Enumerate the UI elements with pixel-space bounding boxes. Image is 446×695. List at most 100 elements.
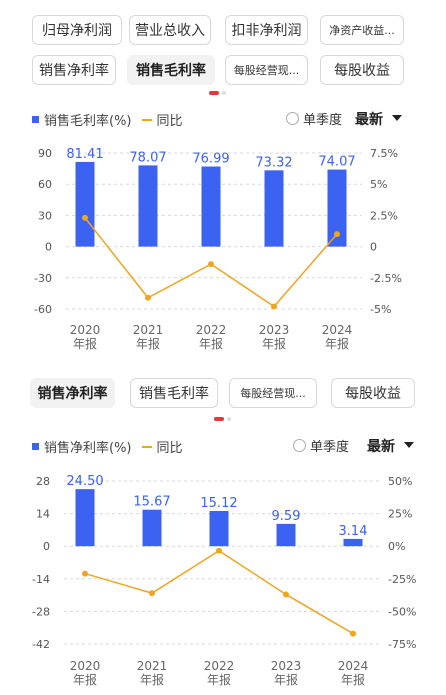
left-tick-label: -28	[32, 605, 50, 618]
yoy-line	[84, 549, 354, 635]
yoy-point	[216, 547, 222, 554]
single-quarter-label[interactable]: 单季度	[303, 113, 343, 128]
tab-deducted-net-profit[interactable]: 扣非净利润	[225, 15, 308, 45]
tab-eps[interactable]: 每股收益	[320, 55, 404, 85]
x-tick-label-sub: 年报	[341, 672, 365, 687]
x-tick-label-sub: 年报	[274, 672, 298, 687]
latest-dropdown-2[interactable]: 最新	[367, 439, 395, 455]
bar	[209, 510, 229, 547]
x-tick-label: 2022	[196, 323, 227, 337]
right-tick-label: 5%	[370, 178, 387, 191]
left-tick-label: 0	[45, 241, 52, 254]
legend-line-swatch	[141, 445, 152, 448]
tab-net-profit-parent[interactable]: 归母净利润	[32, 15, 122, 45]
yoy-point	[145, 294, 151, 301]
bar-data-label: 15.67	[133, 495, 170, 510]
bar	[327, 169, 347, 247]
legend-bar-label: 销售毛利率(%)	[44, 114, 132, 129]
single-quarter-radio-2[interactable]	[293, 439, 306, 452]
right-tick-label: 0	[370, 241, 377, 254]
tab-operating-cashflow-per-share-2[interactable]: 每股经营现...	[229, 378, 317, 408]
yoy-point	[82, 214, 88, 221]
latest-dropdown[interactable]: 最新	[355, 112, 383, 128]
right-tick-label: 50%	[388, 475, 412, 488]
page-indicator-2	[214, 417, 231, 421]
x-tick-label-sub: 年报	[207, 672, 231, 687]
legend-bar-label: 销售净利率(%)	[44, 441, 132, 456]
yoy-point	[271, 303, 277, 310]
x-tick-label: 2021	[137, 659, 168, 673]
single-quarter-radio[interactable]	[286, 112, 299, 125]
chart1-legend: 销售毛利率(%) 同比	[32, 110, 183, 129]
page-dot	[222, 91, 226, 95]
tab-operating-cashflow-per-share[interactable]: 每股经营现...	[225, 55, 308, 85]
bar-data-label: 3.14	[339, 524, 368, 539]
tab-net-margin[interactable]: 销售净利率	[32, 55, 116, 85]
x-tick-label-sub: 年报	[325, 336, 349, 351]
left-tick-label: 0	[43, 540, 50, 553]
left-tick-label: 90	[38, 147, 52, 160]
legend-line-label: 同比	[156, 114, 183, 129]
legend-line-swatch	[141, 118, 152, 121]
chart-net-margin: 28 50% 14 25% 0 0% -14 -25% -28 -50% -42 -75% 24.50 2…	[32, 474, 416, 687]
x-tick-label: 2021	[133, 323, 164, 337]
yoy-point	[208, 261, 214, 268]
tab-gross-margin[interactable]: 销售毛利率	[127, 55, 215, 85]
x-tick-label: 2024	[322, 323, 353, 337]
right-tick-label: 7.5%	[370, 147, 398, 160]
chevron-down-icon[interactable]	[392, 115, 402, 121]
left-tick-label: -30	[34, 272, 52, 285]
bar-data-label: 81.41	[66, 147, 103, 162]
right-tick-label: -50%	[388, 605, 416, 618]
left-tick-label: 14	[36, 508, 50, 521]
yoy-point	[350, 630, 356, 637]
x-tick-label: 2020	[70, 659, 101, 673]
tab-total-revenue[interactable]: 营业总收入	[129, 15, 211, 45]
legend-bar-swatch	[32, 116, 39, 123]
x-tick-label: 2020	[70, 323, 101, 337]
right-tick-label: 0%	[388, 540, 405, 553]
tab-gross-margin-2[interactable]: 销售毛利率	[130, 378, 218, 408]
chart-gross-margin: 90 7.5% 60 5% 30 2.5% 0 0 -30 -2.5% -60 -5% 81.41 202…	[34, 147, 402, 351]
legend-bar-swatch	[32, 443, 39, 450]
x-tick-label: 2022	[204, 659, 235, 673]
left-tick-label: 28	[36, 475, 50, 488]
yoy-point	[82, 570, 88, 577]
yoy-point	[283, 591, 289, 598]
x-tick-label: 2023	[259, 323, 290, 337]
yoy-point	[149, 590, 155, 597]
bar-data-label: 15.12	[200, 496, 237, 511]
x-tick-label-sub: 年报	[262, 336, 286, 351]
page-dot-active	[209, 91, 219, 95]
tab-eps-2[interactable]: 每股收益	[331, 378, 415, 408]
right-tick-label: -25%	[388, 573, 416, 586]
x-tick-label-sub: 年报	[136, 336, 160, 351]
bar-data-label: 9.59	[272, 509, 301, 524]
x-tick-label: 2024	[338, 659, 369, 673]
bar	[75, 161, 95, 247]
bar	[201, 166, 221, 247]
x-tick-label-sub: 年报	[73, 336, 97, 351]
x-tick-label-sub: 年报	[140, 672, 164, 687]
bar-data-label: 76.99	[192, 152, 229, 167]
bar	[75, 489, 95, 547]
left-tick-label: 60	[38, 178, 52, 191]
left-tick-label: -42	[32, 638, 50, 651]
single-quarter-label-2[interactable]: 单季度	[310, 440, 350, 455]
bar	[138, 165, 158, 247]
right-tick-label: -5%	[370, 303, 391, 316]
bar	[343, 538, 363, 547]
chevron-down-icon[interactable]	[404, 442, 414, 448]
bar	[142, 509, 162, 547]
yoy-point	[334, 231, 340, 238]
right-tick-label: 2.5%	[370, 209, 398, 222]
chart2-legend: 销售净利率(%) 同比	[32, 437, 183, 456]
bar-data-label: 74.07	[318, 155, 355, 170]
page-dot-active	[214, 417, 224, 421]
right-tick-label: 25%	[388, 508, 412, 521]
x-tick-label-sub: 年报	[199, 336, 223, 351]
tab-roe[interactable]: 净资产收益...	[320, 15, 404, 45]
tab-net-margin-2[interactable]: 销售净利率	[30, 378, 115, 408]
x-tick-label: 2023	[271, 659, 302, 673]
left-tick-label: 30	[38, 209, 52, 222]
